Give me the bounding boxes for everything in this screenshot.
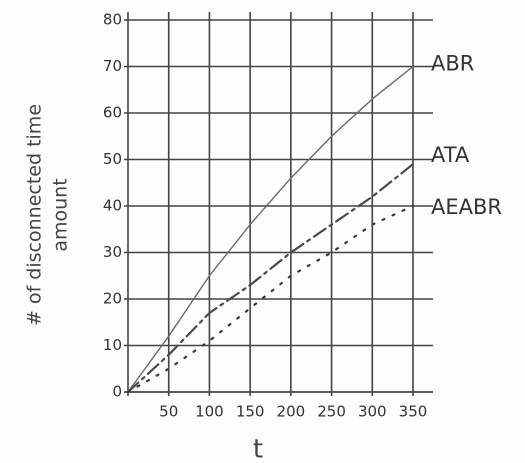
- legend-label: AEABR: [431, 195, 502, 219]
- page: # of disconnected time amount t 0 10 20 30 4…: [0, 0, 525, 463]
- x-tick-label: 250: [317, 403, 346, 421]
- x-tick-label: 50: [159, 403, 178, 421]
- series-line: [128, 67, 413, 393]
- y-tick-label: 60: [103, 104, 122, 122]
- y-tick-label: 10: [103, 336, 122, 354]
- y-label-group: # of disconnected time amount: [24, 104, 72, 326]
- y-tick-label: 20: [103, 290, 122, 308]
- legend-label: ATA: [431, 143, 470, 167]
- y-tick-label: 40: [103, 197, 122, 215]
- y-tick-label: 70: [103, 57, 122, 75]
- x-tick-label: 200: [277, 403, 306, 421]
- x-tick-label: 100: [195, 403, 224, 421]
- series-line: [128, 164, 413, 392]
- y-tick-label: 0: [112, 383, 122, 401]
- x-tick-label: 300: [358, 403, 387, 421]
- legend-label: ABR: [431, 52, 474, 76]
- y-axis-label: # of disconnected time: [24, 104, 46, 326]
- y-tick-label: 80: [103, 11, 122, 29]
- x-tick-label: 150: [236, 403, 265, 421]
- x-axis-label: t: [253, 435, 263, 463]
- y-axis-label: amount: [50, 178, 72, 251]
- x-tick-label: 350: [399, 403, 428, 421]
- y-tick-label: 50: [103, 150, 122, 168]
- chart: # of disconnected time amount t 0 10 20 30 4…: [0, 0, 525, 463]
- y-tick-label: 30: [103, 243, 122, 261]
